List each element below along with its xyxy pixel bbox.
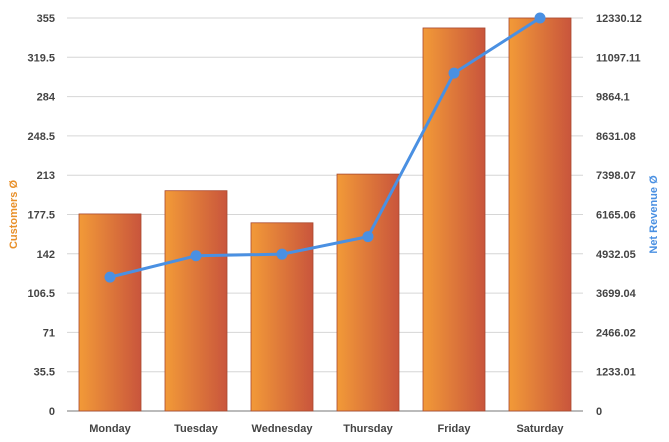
category-label: Tuesday [174, 423, 219, 435]
right-tick-label: 0 [596, 406, 602, 418]
right-tick-label: 8631.08 [596, 131, 636, 143]
left-tick-label: 106.5 [27, 288, 55, 300]
left-tick-label: 213 [37, 170, 55, 182]
left-axis-ticks: 0 35.5 71 106.5 142 177.5 213 248.5 284 319.5 355 [27, 13, 55, 418]
left-tick-label: 35.5 [34, 367, 55, 379]
right-axis-ticks: 0 1233.01 2466.02 3699.04 4932.05 6165.06 7398… [596, 13, 642, 418]
bar-series [78, 17, 572, 412]
left-tick-label: 0 [49, 406, 55, 418]
left-tick-label: 284 [37, 92, 56, 104]
bar [336, 173, 400, 412]
revenue-point [362, 231, 374, 243]
right-tick-label: 2466.02 [596, 327, 636, 339]
right-tick-label: 1233.01 [596, 367, 636, 379]
bar [78, 213, 142, 412]
right-tick-label: 7398.07 [596, 170, 636, 182]
revenue-point [448, 67, 460, 79]
revenue-point [534, 12, 546, 24]
right-tick-label: 11097.11 [596, 52, 641, 64]
left-tick-label: 71 [43, 327, 55, 339]
bar [164, 190, 228, 412]
gridlines [67, 17, 583, 412]
right-tick-label: 12330.12 [596, 13, 642, 25]
category-label: Friday [437, 423, 471, 435]
right-axis-title: Net Revenue Ø [648, 175, 660, 254]
category-label: Saturday [516, 423, 564, 435]
bar [508, 17, 572, 412]
left-tick-label: 319.5 [27, 52, 55, 64]
right-tick-label: 6165.06 [596, 210, 636, 222]
category-label: Wednesday [252, 423, 314, 435]
right-tick-label: 3699.04 [596, 288, 637, 300]
left-tick-label: 142 [37, 249, 55, 261]
revenue-point [104, 271, 116, 283]
revenue-point [190, 250, 202, 262]
category-label: Monday [89, 423, 131, 435]
revenue-line [109, 16, 541, 279]
x-axis-labels: Monday Tuesday Wednesday Thursday Friday Satu… [89, 423, 564, 435]
revenue-point [276, 248, 288, 260]
right-tick-label: 9864.1 [596, 92, 630, 104]
left-axis-title: Customers Ø [8, 180, 20, 250]
category-label: Thursday [343, 423, 393, 435]
left-tick-label: 355 [37, 13, 55, 25]
right-tick-label: 4932.05 [596, 249, 636, 261]
line-series [104, 12, 546, 283]
bar [422, 27, 486, 412]
left-tick-label: 177.5 [27, 210, 55, 222]
left-tick-label: 248.5 [27, 131, 55, 143]
